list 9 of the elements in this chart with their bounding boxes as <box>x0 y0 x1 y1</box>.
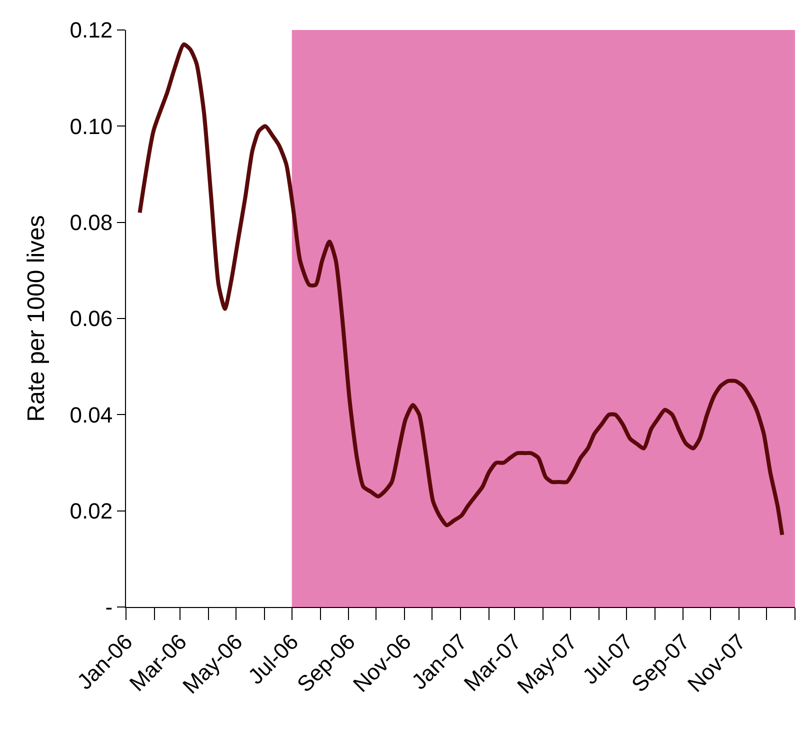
y-tick-label: - <box>105 594 113 620</box>
y-tick-label: 0.02 <box>70 498 113 524</box>
y-tick-label: 0.12 <box>70 18 113 43</box>
y-tick-label: 0.04 <box>70 402 113 428</box>
y-tick-label: 0.10 <box>70 114 113 139</box>
line-series <box>138 42 784 537</box>
y-tick-label: 0.08 <box>70 210 113 236</box>
y-tick-label: 0.06 <box>70 306 113 332</box>
y-axis-title: Rate per 1000 lives <box>22 215 50 422</box>
